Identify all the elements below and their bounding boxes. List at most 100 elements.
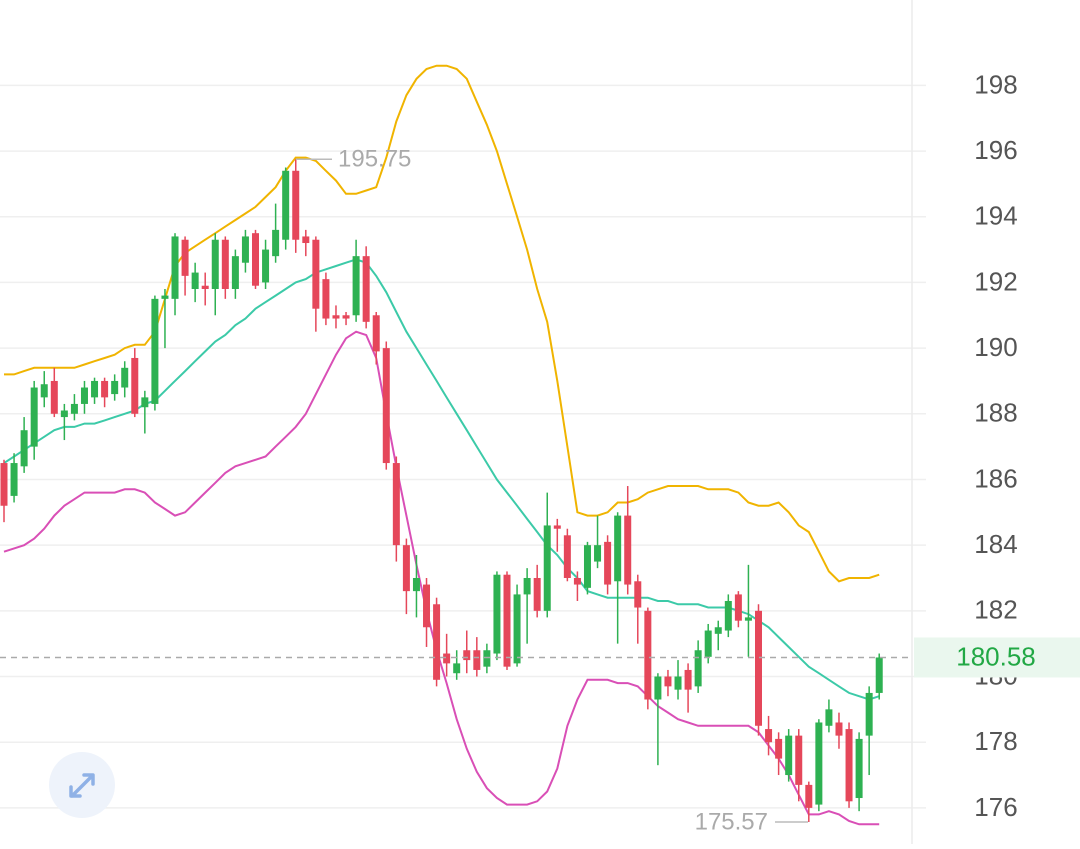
- candle-body: [332, 315, 340, 319]
- expand-icon[interactable]: [69, 773, 95, 798]
- candle-body: [805, 784, 813, 808]
- candle-body: [201, 285, 209, 289]
- candle-body: [171, 236, 179, 299]
- max-label: 195.75: [338, 146, 411, 173]
- candle-body: [654, 676, 662, 700]
- candle-body: [211, 239, 219, 289]
- min-label: 175.57: [695, 808, 768, 835]
- candle-body: [151, 298, 159, 404]
- candle-body: [362, 256, 370, 322]
- candle-body: [785, 735, 793, 776]
- y-axis: 176178180182184186188190192194196198180.…: [914, 69, 1080, 822]
- candle-body: [483, 650, 491, 667]
- expand-button[interactable]: [49, 752, 115, 818]
- candle-body: [352, 256, 360, 316]
- candle-body: [583, 545, 591, 588]
- candle-body: [10, 463, 18, 496]
- candle-body: [835, 722, 843, 736]
- candle-body: [473, 650, 481, 670]
- candle-body: [433, 604, 441, 680]
- candle-body: [131, 357, 139, 414]
- candle-body: [392, 463, 400, 546]
- candle-body: [513, 594, 521, 664]
- candle-body: [101, 380, 109, 398]
- y-tick-label: 192: [974, 266, 1017, 296]
- grid: [0, 84, 926, 809]
- candle-body: [674, 676, 682, 690]
- candle-body: [50, 380, 58, 414]
- candle-body: [382, 348, 390, 464]
- band-line: [3, 330, 880, 826]
- candle-body: [573, 577, 581, 585]
- candle-body: [322, 279, 330, 319]
- candle-body: [604, 541, 612, 585]
- candle-body: [282, 170, 290, 240]
- candle-body: [80, 387, 88, 404]
- candle-body: [191, 272, 199, 289]
- candle-body: [252, 233, 259, 286]
- candle-body: [624, 515, 632, 585]
- candle-body: [704, 630, 712, 657]
- bands: [3, 64, 880, 826]
- y-tick-label: 184: [974, 529, 1017, 559]
- candle-body: [664, 676, 672, 687]
- candle-body: [533, 577, 541, 611]
- candles: [0, 159, 883, 822]
- candle-body: [815, 722, 823, 805]
- candle-body: [553, 525, 561, 529]
- y-tick-label: 198: [974, 69, 1017, 99]
- candle-body: [453, 663, 461, 674]
- candle-body: [272, 229, 280, 257]
- candle-body: [865, 692, 873, 736]
- candle-body: [70, 403, 78, 414]
- y-tick-label: 176: [974, 792, 1017, 822]
- candle-body: [181, 239, 189, 276]
- candle-body: [503, 574, 511, 667]
- candle-body: [30, 387, 38, 447]
- candle-body: [20, 430, 28, 467]
- candle-body: [744, 617, 752, 621]
- candle-body: [493, 574, 501, 654]
- candle-body: [262, 249, 270, 283]
- y-tick-label: 178: [974, 726, 1017, 756]
- candle-body: [775, 738, 783, 759]
- candle-body: [684, 669, 692, 690]
- y-tick-label: 186: [974, 463, 1017, 493]
- candle-body: [634, 581, 642, 608]
- candle-body: [342, 315, 350, 319]
- last-price-box: [914, 637, 1080, 678]
- candle-body: [875, 657, 883, 693]
- y-tick-label: 196: [974, 135, 1017, 165]
- candle-body: [0, 463, 8, 506]
- candle-body: [614, 515, 622, 582]
- y-tick-label: 188: [974, 398, 1017, 428]
- candle-body: [523, 577, 531, 595]
- candle-body: [755, 610, 762, 726]
- candle-body: [463, 650, 471, 661]
- candle-body: [241, 236, 249, 263]
- candle-body: [141, 397, 149, 408]
- candle-body: [563, 535, 571, 578]
- candle-body: [292, 170, 300, 240]
- candle-body: [161, 295, 169, 299]
- candle-body: [121, 367, 129, 388]
- candle-body: [644, 610, 652, 700]
- candle-body: [91, 380, 99, 398]
- overlay: 195.75 175.57: [0, 146, 912, 835]
- candle-body: [221, 239, 229, 289]
- candle-body: [111, 380, 119, 395]
- y-tick-label: 194: [974, 201, 1017, 231]
- candle-body: [443, 653, 451, 664]
- candle-body: [845, 729, 853, 802]
- candle-body: [543, 525, 551, 611]
- last-price-label: 180.58: [956, 641, 1036, 671]
- candle-body: [231, 256, 239, 289]
- candle-body: [423, 584, 431, 628]
- candle-body: [594, 545, 602, 562]
- candle-body: [694, 650, 702, 687]
- candle-body: [40, 384, 48, 398]
- candle-body: [402, 545, 410, 592]
- candle-body: [412, 577, 420, 592]
